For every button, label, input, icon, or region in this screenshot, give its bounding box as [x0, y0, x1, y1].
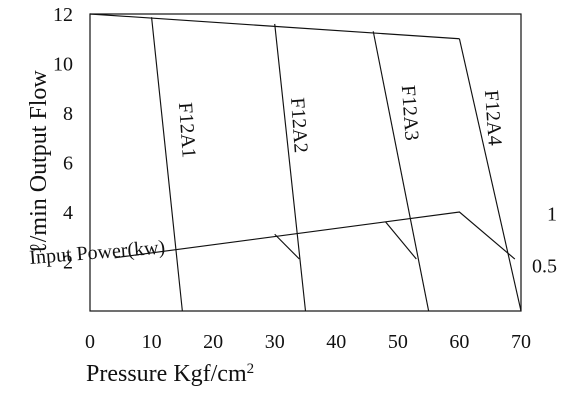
y-tick-label-2: 2	[63, 252, 73, 274]
annotation-f12a4: F12A4	[480, 89, 506, 146]
series-f12a4-line	[458, 38, 522, 312]
y-tick-label-8: 8	[63, 103, 73, 125]
y-tick-label-10: 10	[53, 54, 73, 76]
y-tick-label-4: 4	[63, 202, 73, 224]
annotation-f12a3: F12A3	[397, 84, 423, 141]
y-tick-label-6: 6	[63, 153, 73, 175]
x-axis-title-text: Pressure Kgf/cm	[86, 361, 247, 387]
series-f12a2-line	[274, 23, 307, 312]
cutoff-segment-1	[274, 233, 300, 260]
annotation-f12a1: F12A1	[174, 102, 200, 159]
tick-layer: 0 10 20 30 40 50 60 70 2 4 6 8 10 12 1 0.5	[53, 4, 557, 353]
x-tick-label-20: 20	[203, 331, 223, 353]
annotation-f12a2: F12A2	[286, 97, 312, 154]
y-axis-title: ℓ/min Output Flow	[26, 70, 52, 254]
x-tick-label-30: 30	[265, 331, 285, 353]
cutoff-segment-2	[385, 221, 417, 260]
x-tick-label-40: 40	[326, 331, 346, 353]
series-f12a3-line	[372, 31, 430, 312]
x-tick-label-0: 0	[85, 331, 95, 353]
y-tick-label-12: 12	[53, 4, 73, 26]
x-tick-label-10: 10	[142, 331, 162, 353]
right-tick-label-0-5: 0.5	[532, 255, 557, 277]
series-output-flow-envelope-line	[89, 13, 460, 40]
series-f12a1-line	[150, 17, 183, 312]
right-tick-label-1: 1	[547, 203, 557, 225]
series-layer	[89, 13, 522, 312]
x-tick-label-50: 50	[388, 331, 408, 353]
x-axis-title: Pressure Kgf/cm2	[86, 361, 254, 387]
plot-frame	[89, 13, 522, 312]
x-tick-label-60: 60	[449, 331, 469, 353]
x-tick-label-70: 70	[511, 331, 531, 353]
series-input-power-kw-line	[114, 211, 516, 260]
x-axis-title-sup: 2	[247, 361, 255, 377]
